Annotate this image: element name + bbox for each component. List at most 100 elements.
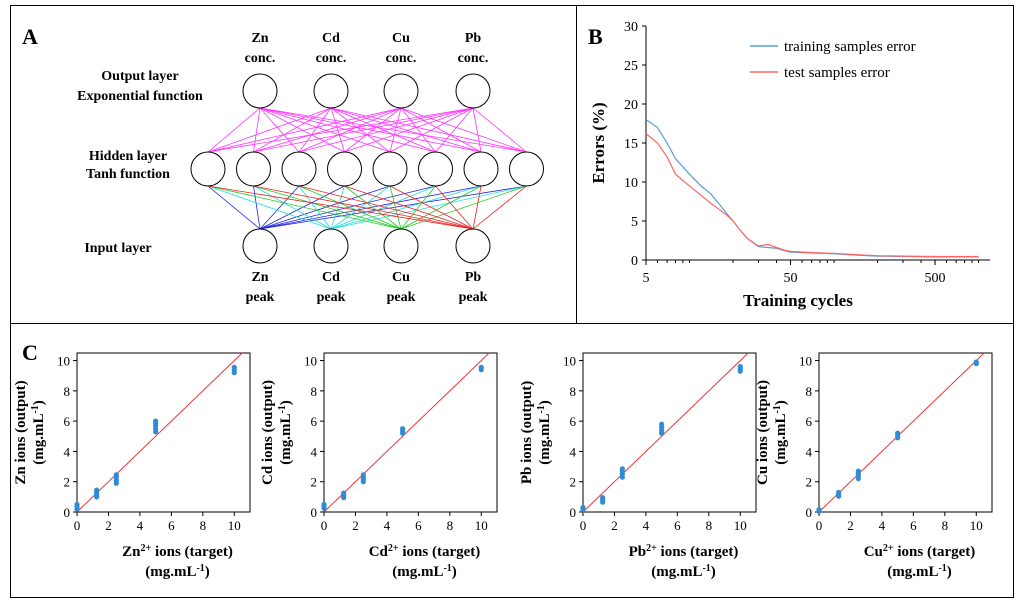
y-tick-label: 4	[311, 444, 318, 459]
x-tick-label: 8	[200, 518, 207, 533]
x-axis-label-rest: ions (target)	[894, 544, 976, 560]
edge-hidden-2-output-3	[253, 107, 402, 153]
edge-input-2-hidden-5	[330, 185, 391, 230]
y-tick-label: 0	[570, 505, 577, 520]
x-tick-label: 2	[352, 518, 359, 533]
hidden-node-8	[509, 151, 544, 187]
identity-line	[323, 352, 490, 513]
y-axis-label: Pb ions (output)	[519, 381, 535, 484]
x-tick-label: 4	[643, 518, 650, 533]
y-axis-unit-label: (mg.mL-1)	[536, 400, 554, 465]
y-axis-unit-label: (mg.mL-1)	[277, 400, 295, 465]
edge-hidden-6-output-3	[400, 107, 436, 153]
data-point	[737, 364, 743, 370]
output-node-label-cu-unit: conc.	[386, 51, 417, 66]
data-point	[600, 495, 606, 501]
edge-hidden-3-output-4	[298, 107, 474, 153]
x-axis-label: Training cycles	[743, 291, 853, 310]
edge-hidden-1-output-1	[207, 107, 261, 153]
edge-hidden-6-output-2	[330, 107, 436, 153]
y-axis-label: Errors (%)	[589, 102, 608, 183]
y-tick-label: 2	[311, 475, 318, 490]
edge-input-2-hidden-2	[253, 185, 332, 230]
y-tick-label: 10	[57, 354, 70, 369]
y-tick-label: 8	[311, 384, 318, 399]
x-tick-label: 6	[168, 518, 175, 533]
x-tick-label: 10	[734, 518, 747, 533]
edge-hidden-1-output-3	[207, 107, 402, 153]
x-tick-label: 8	[942, 518, 949, 533]
x-tick-label: 4	[384, 518, 391, 533]
y-tick-label: 2	[64, 475, 71, 490]
edge-input-1-hidden-3	[259, 185, 300, 230]
y-axis-unit-close: )	[31, 400, 47, 405]
x-axis-unit-close: )	[711, 564, 716, 580]
series-line-2	[645, 133, 979, 258]
y-tick-label: 0	[806, 505, 813, 520]
x-tick-label: 50	[784, 271, 798, 286]
x-axis-unit-exponent: -1	[196, 563, 204, 574]
input-node-label-cd: Cd	[322, 270, 340, 285]
edge-input-2-hidden-6	[330, 185, 436, 230]
input-node-label-zn: Zn	[251, 270, 268, 285]
x-tick-label: 8	[447, 518, 454, 533]
panel-a-network-diagram: A Output layer Exponential function Hidd…	[22, 24, 544, 305]
y-tick-label: 4	[806, 444, 813, 459]
data-point	[580, 504, 586, 511]
data-point	[478, 364, 484, 370]
x-axis-unit-exponent: -1	[702, 563, 710, 574]
x-axis-unit-exponent: -1	[443, 563, 451, 574]
data-point	[855, 468, 861, 474]
x-axis-label-rest: ions (target)	[657, 544, 739, 560]
input-node-label-cu: Cu	[392, 270, 410, 285]
x-axis-unit-label: (mg.mL-1)	[392, 563, 457, 581]
x-tick-label: 0	[74, 518, 81, 533]
hidden-node-5	[372, 151, 408, 187]
output-node-label-zn-unit: conc.	[245, 51, 276, 66]
input-node-2	[313, 228, 349, 264]
y-axis-unit: (mg.mL	[773, 414, 789, 465]
x-axis-unit: (mg.mL	[887, 564, 938, 580]
edge-input-1-hidden-4	[259, 185, 345, 230]
network-edges	[207, 107, 527, 230]
input-node-label-pb: Pb	[465, 270, 482, 285]
x-axis-label-ion: Cu	[864, 544, 883, 560]
x-tick-label: 0	[580, 518, 587, 533]
edge-hidden-1-output-4	[207, 107, 474, 153]
y-axis-label: Cd ions (output)	[260, 380, 276, 485]
legend-label-2: test samples error	[784, 65, 890, 81]
hidden-node-1	[190, 151, 226, 187]
edge-input-2-hidden-1	[207, 185, 332, 230]
x-axis-unit: (mg.mL	[392, 564, 443, 580]
plot-frame	[76, 352, 251, 513]
input-node-4	[455, 228, 491, 264]
edge-input-4-hidden-2	[253, 185, 474, 230]
data-point	[360, 472, 366, 478]
identity-line	[818, 352, 985, 513]
output-node-1	[242, 73, 278, 109]
x-axis-unit-exponent: -1	[938, 563, 946, 574]
panel-c-label: C	[22, 340, 38, 365]
plot-frame	[582, 352, 757, 513]
edge-hidden-7-output-4	[472, 107, 482, 153]
edge-input-4-hidden-4	[344, 185, 474, 230]
y-tick-label: 4	[64, 444, 71, 459]
data-point	[619, 466, 625, 472]
edge-input-4-hidden-3	[298, 185, 474, 230]
x-axis-unit: (mg.mL	[651, 564, 702, 580]
output-node-label-cu: Cu	[392, 31, 410, 46]
edge-hidden-7-output-2	[330, 107, 482, 153]
edge-hidden-6-output-1	[259, 107, 436, 153]
output-node-label-cd-unit: conc.	[316, 51, 347, 66]
edge-input-3-hidden-7	[400, 185, 482, 230]
y-axis-unit-exponent: -1	[772, 405, 783, 413]
y-axis-unit-exponent: -1	[536, 405, 547, 413]
y-tick-label: 25	[624, 59, 638, 74]
edge-hidden-8-output-2	[330, 107, 527, 153]
x-axis-label-charge: 2+	[883, 543, 894, 554]
x-tick-label: 0	[321, 518, 328, 533]
edge-hidden-6-output-4	[435, 107, 474, 153]
